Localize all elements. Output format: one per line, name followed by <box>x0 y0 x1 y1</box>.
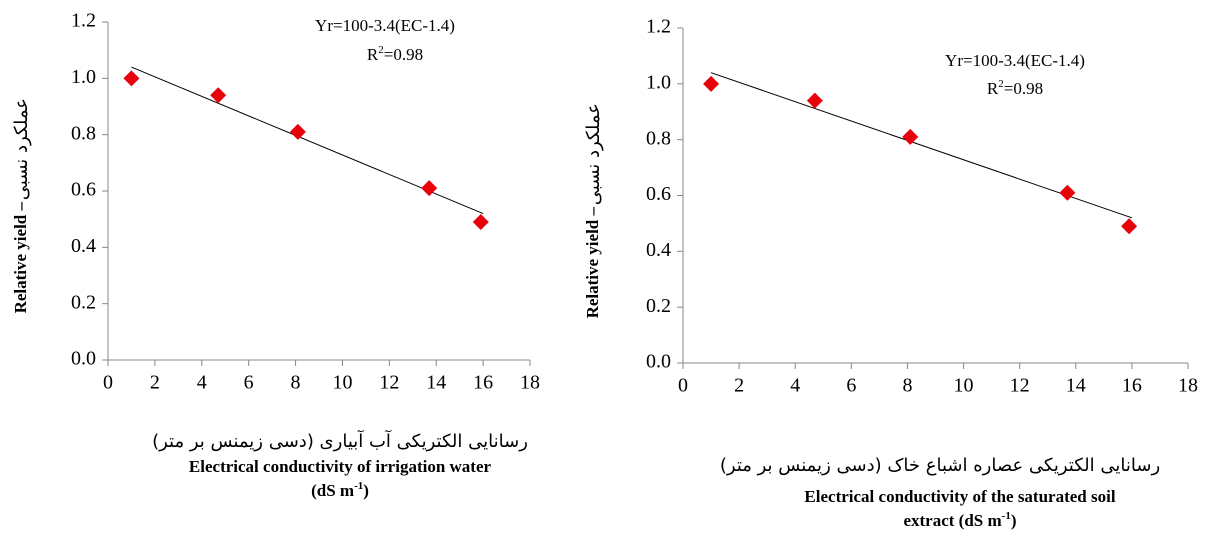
equation: Yr=100-3.4(EC-1.4) <box>315 16 455 35</box>
data-point <box>1059 184 1076 201</box>
data-point <box>289 123 306 140</box>
r2-sup: 2 <box>998 78 1004 90</box>
x-tick-label: 18 <box>1178 375 1198 397</box>
data-point <box>902 128 919 145</box>
x-tick-label: 8 <box>291 372 301 394</box>
y-label-en: Relative yield – <box>11 202 30 314</box>
r2-sup: 2 <box>378 44 384 56</box>
x-tick-label: 16 <box>1122 375 1142 397</box>
y-axis-label: Relative yield – عملکرد نسبی <box>11 98 32 313</box>
x-tick-label: 10 <box>954 375 974 397</box>
x-tick-label: 4 <box>197 372 207 394</box>
x-label-en: Electrical conductivity of the saturated… <box>804 487 1115 506</box>
r2-suffix: =0.98 <box>1004 79 1043 98</box>
x-tick-label: 6 <box>244 372 254 394</box>
y-tick-label: 0.2 <box>71 291 96 313</box>
x-tick-label: 16 <box>473 372 493 394</box>
r2-prefix: R <box>987 79 999 98</box>
x-tick-label: 0 <box>678 375 688 397</box>
x-label-fa: رسانایی الکتریکی آب آبیاری (دسی زیمنس بر… <box>152 429 528 452</box>
data-point <box>210 87 227 104</box>
x-label-en: Electrical conductivity of irrigation wa… <box>189 457 492 476</box>
y-tick-label: 1.0 <box>71 66 96 88</box>
r-squared: R2=0.98 <box>367 44 423 64</box>
y-tick-label: 0.0 <box>646 351 671 373</box>
x-tick-label: 6 <box>846 375 856 397</box>
y-axis-label: Relative yield – عملکرد نسبی <box>583 103 604 318</box>
y-tick-label: 1.0 <box>646 71 671 93</box>
y-tick-label: 0.6 <box>71 179 96 201</box>
x-tick-label: 14 <box>1066 375 1086 397</box>
y-tick-label: 0.6 <box>646 183 671 205</box>
x-tick-label: 10 <box>332 372 352 394</box>
unit-prefix: (dS m <box>311 481 354 500</box>
x-tick-label: 18 <box>520 372 540 394</box>
y-tick-label: 0.2 <box>646 295 671 317</box>
y-tick-label: 0.4 <box>71 235 96 257</box>
x-label-unit: extract (dS m-1) <box>903 510 1016 530</box>
y-tick-label: 0.4 <box>646 239 671 261</box>
data-point <box>421 180 438 197</box>
r2-prefix: R <box>367 45 379 64</box>
unit-sup: -1 <box>354 480 363 492</box>
x-tick-label: 12 <box>1010 375 1030 397</box>
unit-sup: -1 <box>1002 510 1011 522</box>
x-label-unit: (dS m-1) <box>311 480 369 500</box>
r2-suffix: =0.98 <box>384 45 423 64</box>
unit-suffix: ) <box>363 481 369 500</box>
data-point <box>1121 218 1138 235</box>
y-tick-label: 0.8 <box>646 127 671 149</box>
equation: Yr=100-3.4(EC-1.4) <box>945 51 1085 70</box>
x-label-fa: رسانایی الکتریکی عصاره اشباع خاک (دسی زی… <box>720 455 1160 476</box>
data-point <box>806 92 823 109</box>
data-point <box>123 70 140 87</box>
data-point <box>472 213 489 230</box>
unit-prefix: extract (dS m <box>903 511 1001 530</box>
r-squared: R2=0.98 <box>987 78 1043 98</box>
x-tick-label: 14 <box>426 372 446 394</box>
y-tick-label: 1.2 <box>646 16 671 38</box>
x-tick-label: 2 <box>150 372 160 394</box>
y-tick-label: 0.8 <box>71 122 96 144</box>
y-label-fa: عملکرد نسبی <box>11 98 32 200</box>
data-point <box>703 75 720 92</box>
y-tick-label: 0.0 <box>71 348 96 370</box>
y-label-fa: عملکرد نسبی <box>583 103 604 205</box>
x-tick-label: 4 <box>790 375 800 397</box>
y-tick-label: 1.2 <box>71 10 96 32</box>
y-label-en: Relative yield – <box>583 207 602 319</box>
x-tick-label: 2 <box>734 375 744 397</box>
x-tick-label: 0 <box>103 372 113 394</box>
x-tick-label: 12 <box>379 372 399 394</box>
unit-suffix: ) <box>1011 511 1017 530</box>
x-tick-label: 8 <box>902 375 912 397</box>
